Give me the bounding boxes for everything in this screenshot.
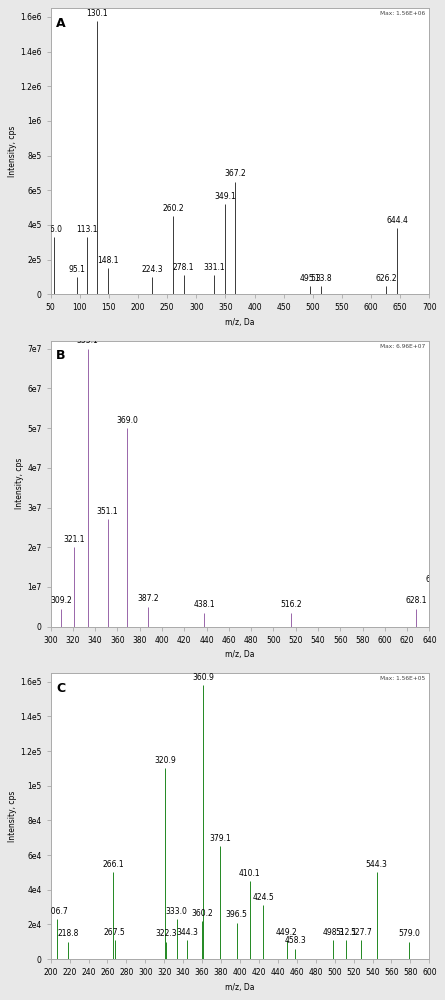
- Text: 321.1: 321.1: [63, 535, 85, 544]
- Text: 458.3: 458.3: [284, 936, 306, 945]
- Y-axis label: Intensity, cps: Intensity, cps: [16, 458, 24, 509]
- Text: 387.2: 387.2: [137, 594, 158, 603]
- Text: 322.3: 322.3: [156, 929, 177, 938]
- Text: 438.1: 438.1: [194, 600, 215, 609]
- Text: 278.1: 278.1: [173, 263, 194, 272]
- X-axis label: m/z, Da: m/z, Da: [225, 318, 255, 327]
- Text: 260.2: 260.2: [162, 204, 184, 213]
- Text: Max: 1.56E+05: Max: 1.56E+05: [380, 676, 425, 681]
- Text: 351.1: 351.1: [97, 507, 118, 516]
- Text: 410.1: 410.1: [239, 869, 260, 878]
- Text: 130.1: 130.1: [86, 9, 108, 18]
- Text: 544.3: 544.3: [366, 860, 388, 869]
- X-axis label: m/z, Da: m/z, Da: [225, 983, 255, 992]
- Text: 513.8: 513.8: [310, 274, 332, 283]
- Text: 498.3: 498.3: [322, 928, 344, 937]
- Text: 626.2: 626.2: [376, 274, 397, 283]
- Text: Max: 1.56E+06: Max: 1.56E+06: [380, 11, 425, 16]
- Text: 527.7: 527.7: [350, 928, 372, 937]
- Text: 644.4: 644.4: [386, 216, 408, 225]
- Text: 449.2: 449.2: [276, 928, 297, 937]
- Text: 148.1: 148.1: [97, 256, 118, 265]
- Text: 320.9: 320.9: [154, 756, 176, 765]
- Text: 360.2: 360.2: [191, 909, 213, 918]
- Text: A: A: [57, 17, 66, 30]
- Text: 628.1: 628.1: [405, 596, 427, 605]
- Y-axis label: Intensity, cps: Intensity, cps: [8, 126, 17, 177]
- Text: 495.3: 495.3: [299, 274, 321, 283]
- Text: 266.1: 266.1: [102, 860, 124, 869]
- Text: B: B: [57, 349, 66, 362]
- Text: 646.4: 646.4: [425, 575, 445, 584]
- Text: 113.1: 113.1: [77, 225, 98, 234]
- Text: 579.0: 579.0: [399, 929, 421, 938]
- Text: 424.5: 424.5: [252, 893, 274, 902]
- Text: 367.2: 367.2: [225, 169, 247, 178]
- Text: 309.2: 309.2: [50, 596, 72, 605]
- Text: 224.3: 224.3: [142, 265, 163, 274]
- Text: 267.5: 267.5: [104, 928, 125, 937]
- Text: 516.2: 516.2: [281, 600, 302, 609]
- Text: 331.1: 331.1: [204, 263, 225, 272]
- Text: 360.9: 360.9: [192, 673, 214, 682]
- Y-axis label: Intensity, cps: Intensity, cps: [8, 790, 17, 842]
- Text: 369.0: 369.0: [117, 416, 138, 425]
- Text: 349.1: 349.1: [214, 192, 236, 201]
- Text: 333.0: 333.0: [166, 907, 187, 916]
- Text: 218.8: 218.8: [58, 929, 79, 938]
- Text: 396.5: 396.5: [226, 910, 247, 919]
- Text: 56.0: 56.0: [46, 225, 63, 234]
- Text: 344.3: 344.3: [176, 928, 198, 937]
- Text: 379.1: 379.1: [209, 834, 231, 843]
- Text: 333.1: 333.1: [77, 336, 98, 345]
- Text: C: C: [57, 682, 65, 695]
- X-axis label: m/z, Da: m/z, Da: [225, 650, 255, 659]
- Text: 95.1: 95.1: [69, 265, 85, 274]
- Text: 512.1: 512.1: [336, 928, 357, 937]
- Text: Max: 6.96E+07: Max: 6.96E+07: [380, 344, 425, 349]
- Text: 206.7: 206.7: [46, 907, 68, 916]
